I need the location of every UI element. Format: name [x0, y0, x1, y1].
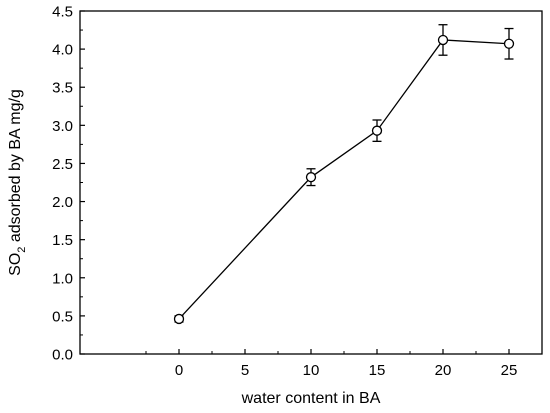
y-tick-label: 2.0 — [52, 194, 73, 211]
y-axis-label: SO2 adsorbed by BA mg/g — [7, 89, 28, 276]
x-tick-label: 15 — [369, 362, 386, 379]
x-axis-label: water content in BA — [241, 390, 381, 407]
x-tick-label: 25 — [501, 362, 518, 379]
x-tick-label: 0 — [175, 362, 183, 379]
y-tick-label: 1.0 — [52, 270, 73, 287]
data-point — [305, 172, 317, 183]
data-point — [437, 34, 449, 46]
y-tick-label: 0.5 — [52, 308, 73, 325]
y-axis-label-suffix: adsorbed by BA mg/g — [7, 89, 24, 246]
y-tick-label: 1.5 — [52, 232, 73, 249]
y-tick-label: 2.5 — [52, 156, 73, 173]
y-tick-label: 4.5 — [52, 4, 73, 21]
x-axis-ticks: 0 5 10 15 20 25 — [145, 349, 543, 379]
data-point — [503, 38, 515, 49]
y-tick-label: 3.0 — [52, 118, 73, 135]
data-point — [173, 313, 185, 325]
series-line — [178, 39, 510, 320]
data-point — [371, 125, 383, 136]
x-tick-label: 20 — [435, 362, 452, 379]
y-tick-label: 3.5 — [52, 80, 73, 97]
x-tick-label: 10 — [303, 362, 320, 379]
y-axis-label-subscript: 2 — [16, 247, 28, 253]
y-axis-ticks: 0.0 0.5 1.0 1.5 2.0 2.5 3.0 3.5 4.0 4.5 — [52, 4, 85, 364]
y-axis-label-prefix: SO — [7, 253, 24, 276]
plot-frame — [79, 10, 543, 355]
y-tick-label: 4.0 — [52, 42, 73, 59]
y-tick-label: 0.0 — [52, 347, 73, 364]
x-tick-label: 5 — [241, 362, 249, 379]
data-series — [173, 24, 515, 325]
